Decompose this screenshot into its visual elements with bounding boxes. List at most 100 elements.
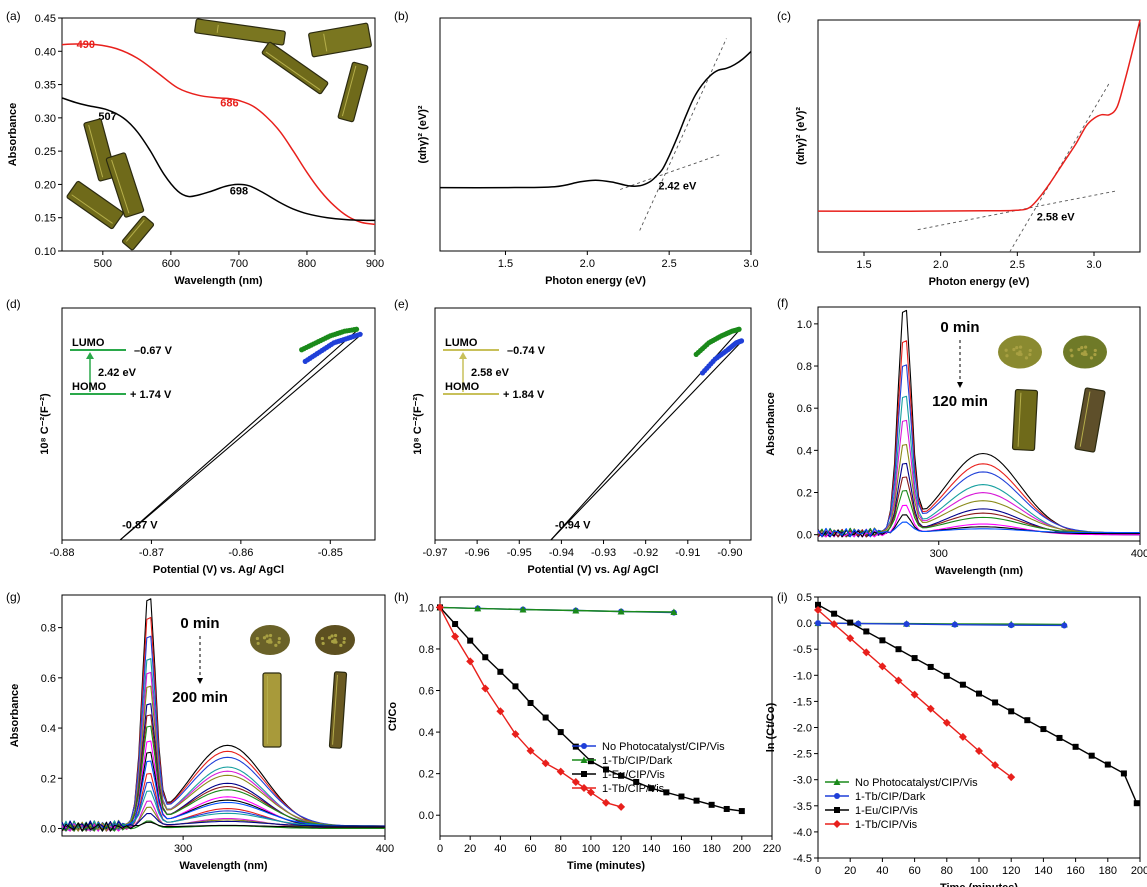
- x-axis-label: Time (minutes): [940, 882, 1018, 887]
- series-line-0: [817, 19, 1141, 212]
- data-point: [1104, 761, 1111, 768]
- panel-g: 300 400 0.0 0.2 0.4 0.6 0.8 Wavelength (nm) Abso…: [6, 590, 394, 872]
- legend-label: 1-Tb/CIP/Dark: [855, 791, 926, 803]
- powder-grain: [1015, 346, 1019, 350]
- data-point: [581, 743, 587, 749]
- y-tick-label: -3.0: [793, 775, 812, 787]
- end-time-label: 120 min: [932, 393, 988, 410]
- bandgap-label: 2.58 eV: [1037, 211, 1076, 223]
- powder-grain: [1093, 352, 1097, 357]
- x-tick-label: -0.93: [591, 547, 616, 559]
- y-tick-label: 0.40: [35, 46, 56, 58]
- crystal-facet: [1017, 392, 1022, 447]
- start-time-label: 0 min: [940, 319, 979, 336]
- x-tick-label: 140: [1034, 865, 1052, 877]
- fit-line: [639, 38, 727, 231]
- peak-label: 686: [220, 98, 238, 110]
- data-point: [951, 621, 958, 628]
- x-tick-label: 2.5: [662, 258, 677, 270]
- crystal-body: [262, 672, 282, 748]
- lumo-label: LUMO: [72, 337, 105, 349]
- intercept-label: -0.87 V: [122, 519, 158, 531]
- panel-a: 500 600 700 800 900 0.10 0.15 0.20 0.25 0.30 0.35 0…: [6, 9, 384, 287]
- y-tick-label: -1.5: [793, 696, 812, 708]
- lumo-label: LUMO: [445, 337, 478, 349]
- powder-grain: [1077, 347, 1081, 352]
- data-point: [863, 628, 870, 635]
- series-line-2: [439, 606, 742, 812]
- y-tick-label: -2.5: [793, 749, 812, 761]
- powder-grain: [277, 636, 281, 641]
- y-tick-label: 0.0: [797, 618, 812, 630]
- legend-label: No Photocatalyst/CIP/Vis: [602, 741, 725, 753]
- panel-label: (g): [6, 590, 21, 604]
- crystal-image: [337, 61, 369, 123]
- x-tick-label: 60: [524, 843, 536, 855]
- data-point: [482, 654, 489, 661]
- x-tick-label: -0.92: [633, 547, 658, 559]
- plot-frame: [439, 596, 773, 837]
- powder-grain: [262, 636, 267, 640]
- time-arrow-head: [957, 382, 963, 388]
- y-tick-label: 1.0: [419, 602, 434, 614]
- spectrum-line-10: [61, 751, 385, 832]
- series-line-1: [439, 606, 674, 613]
- data-point: [353, 326, 360, 332]
- x-tick-label: -0.86: [228, 547, 253, 559]
- powder-image: [998, 335, 1042, 369]
- data-point: [436, 603, 444, 612]
- data-point: [903, 621, 910, 628]
- gap-value: 2.42 eV: [98, 367, 137, 379]
- data-point: [910, 690, 919, 699]
- data-point: [541, 759, 550, 768]
- panel-e: -0.97 -0.96 -0.95 -0.94 -0.93 -0.92 -0.91 -0.90…: [394, 297, 752, 576]
- x-tick-label: 300: [174, 843, 192, 855]
- data-point: [481, 684, 490, 693]
- panel-f: 300 400 0.0 0.2 0.4 0.6 0.8 1.0 Wavelength (nm) A…: [765, 296, 1147, 577]
- y-tick-label: -0.5: [793, 644, 812, 656]
- crystal-facet: [216, 24, 219, 33]
- homo-value: + 1.84 V: [503, 389, 545, 401]
- plot-frame: [61, 307, 376, 541]
- y-tick-label: 0.4: [797, 445, 812, 457]
- x-tick-label: -0.90: [717, 547, 742, 559]
- data-point: [975, 746, 983, 755]
- data-point: [648, 785, 655, 792]
- y-tick-label: 0.8: [41, 623, 56, 635]
- data-point: [846, 634, 855, 643]
- data-point: [602, 798, 610, 807]
- data-point: [1008, 708, 1015, 715]
- x-tick-label: 160: [672, 843, 690, 855]
- data-point: [855, 620, 862, 627]
- x-tick-label: 140: [642, 843, 660, 855]
- panel-label: (h): [394, 590, 409, 604]
- crystal-body: [1074, 387, 1106, 453]
- x-tick-label: 80: [941, 865, 953, 877]
- data-point: [830, 620, 839, 629]
- data-point: [452, 621, 459, 628]
- x-tick-label: 600: [162, 258, 180, 270]
- x-tick-label: -0.91: [675, 547, 700, 559]
- y-tick-label: 0.8: [419, 644, 434, 656]
- powder-grain: [255, 636, 259, 641]
- powder-grain: [277, 640, 281, 644]
- lumo-value: –0.67 V: [134, 345, 173, 357]
- crystal-image: [66, 180, 124, 230]
- panel-i: 0 20 40 60 80 100 120 140 160 180 200 0.5 0.0 -0.5 -1.…: [765, 590, 1147, 887]
- crystal-facet: [111, 159, 130, 214]
- data-point: [497, 668, 504, 675]
- legend-label: 1-Eu/CIP/Vis: [855, 805, 918, 817]
- powder-grain: [1084, 352, 1088, 356]
- data-point: [1056, 734, 1063, 741]
- series-line-0: [61, 43, 376, 226]
- powder-grain: [1004, 348, 1008, 352]
- crystal-image: [194, 18, 286, 46]
- powder-grain: [1028, 352, 1032, 357]
- powder-grain: [342, 640, 346, 644]
- y-tick-label: 0.4: [419, 727, 434, 739]
- x-tick-label: -0.97: [422, 547, 447, 559]
- crystal-image: [262, 672, 282, 748]
- panel-h: 0 20 40 60 80 100 120 140 160 180 200 220 0.0 0.2 0.4 0…: [387, 590, 781, 872]
- y-tick-label: 0.30: [35, 113, 56, 125]
- data-point: [580, 784, 588, 792]
